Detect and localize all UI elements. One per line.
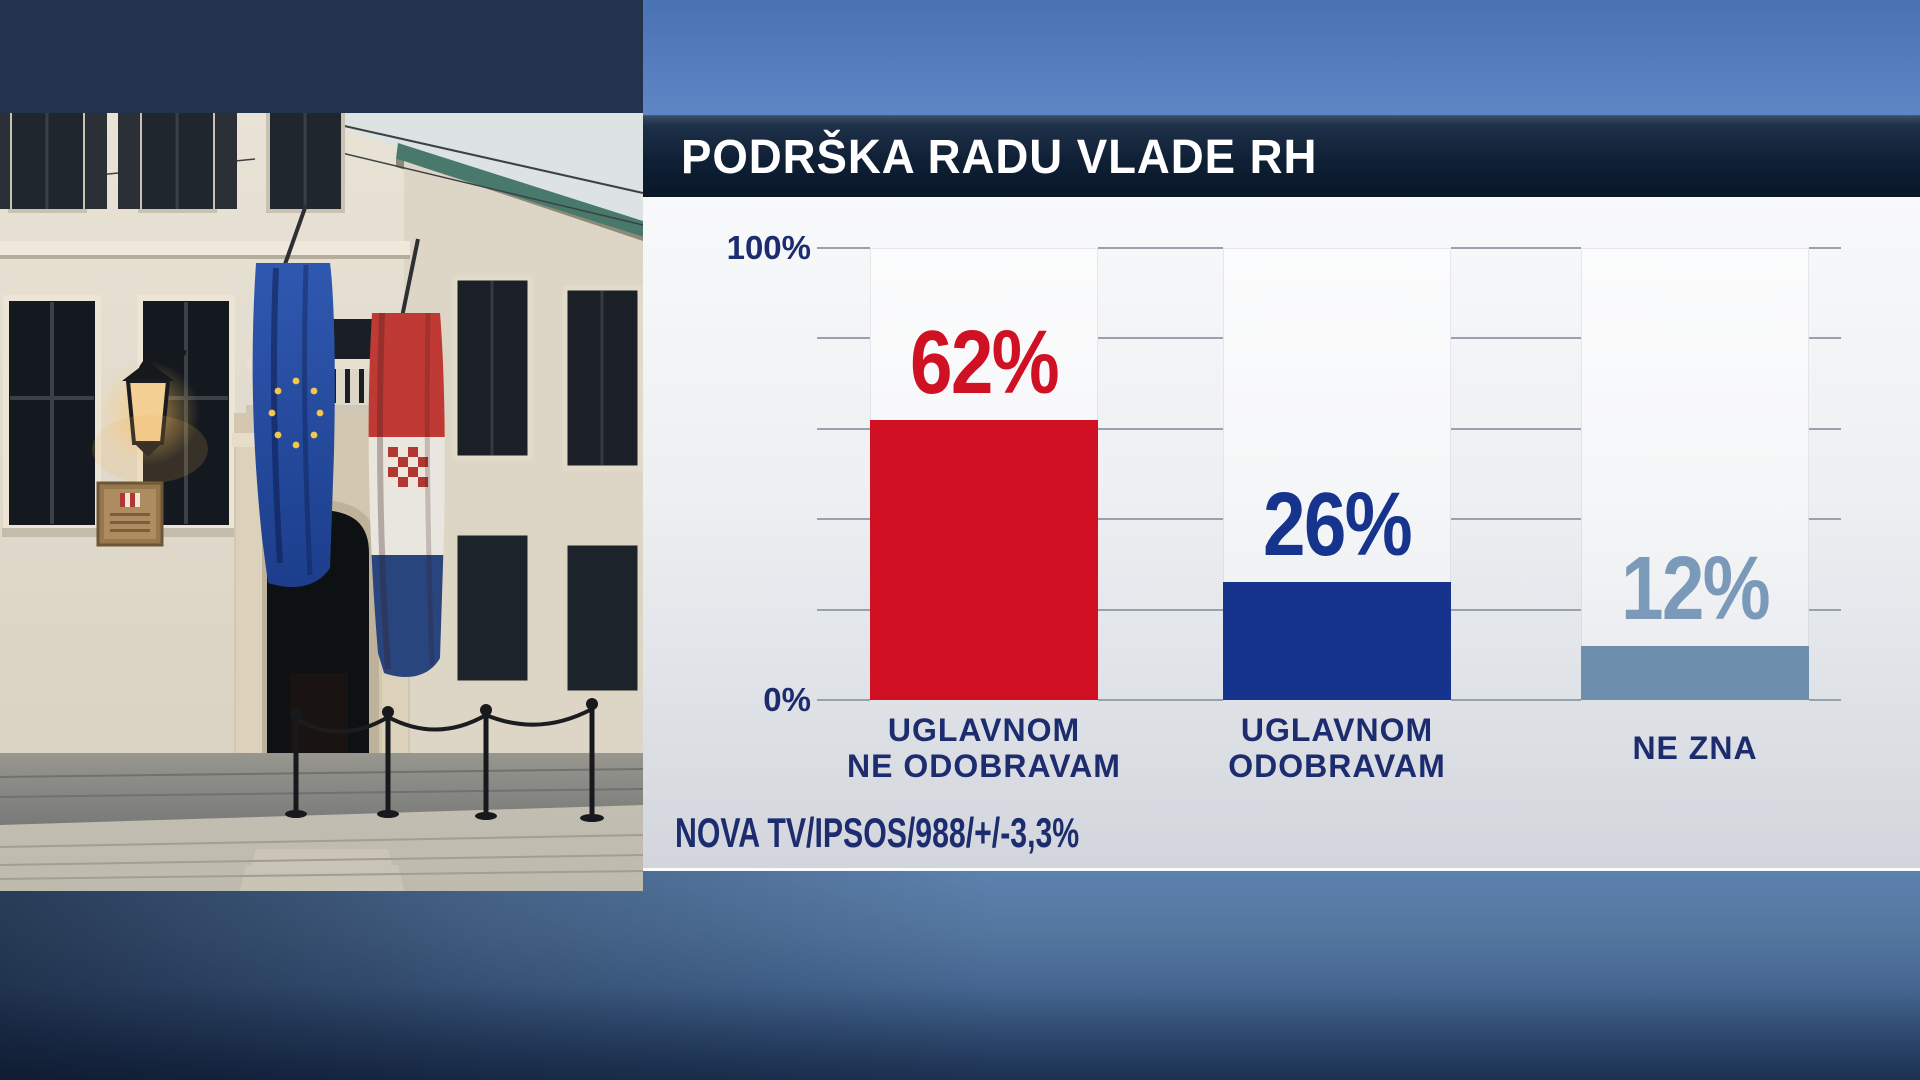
street-lamp: [92, 349, 208, 483]
bar-uglavnom-odobravam: [1223, 582, 1451, 700]
gridline: [817, 337, 870, 339]
gridline: [1451, 247, 1581, 249]
gridline: [1809, 699, 1841, 701]
source-text: NOVA TV/IPSOS/988/+/-3,3%: [675, 809, 1080, 856]
gridline: [1809, 337, 1841, 339]
category-label-ne-zna: NE ZNA: [1505, 712, 1885, 784]
croatian-checkerboard-crest: [388, 447, 428, 487]
y-axis-label-0: 0%: [763, 681, 811, 718]
government-plaque: [96, 481, 164, 547]
string-course: [0, 241, 410, 255]
gridline: [1809, 609, 1841, 611]
gridline: [1098, 428, 1223, 430]
gridline: [1451, 518, 1581, 520]
category-label-line: ODOBRAVAM: [1228, 748, 1446, 784]
bar-ne-zna: [1581, 646, 1809, 700]
gridline: [1098, 247, 1223, 249]
gridline: [817, 247, 870, 249]
bar-uglavnom-ne-odobravam: [870, 420, 1098, 700]
gridline: [1098, 518, 1223, 520]
page-title: PODRŠKA RADU VLADE RH: [681, 131, 1318, 184]
category-label-line: NE ODOBRAVAM: [847, 748, 1121, 784]
title-bar: PODRŠKA RADU VLADE RH: [643, 115, 1920, 197]
gridline: [1809, 518, 1841, 520]
main-windows: [2, 275, 643, 696]
gridline: [817, 699, 870, 701]
column-ne-zna: 12% NE ZNA: [1581, 248, 1809, 766]
y-axis-label-100: 100%: [726, 229, 811, 266]
gridline: [1451, 609, 1581, 611]
eu-stars: [268, 377, 324, 449]
upper-windows: [0, 113, 345, 213]
value-label-ne-zna: 12%: [1620, 539, 1771, 639]
top-left-navy-block: [0, 0, 643, 114]
gridline: [1451, 428, 1581, 430]
bottom-background-band: [0, 871, 1920, 1080]
bar-chart: 100% 0% 62% UGLAVNOM NE ODOBRAVAM 26% UGL…: [643, 197, 1920, 871]
gridline: [1098, 609, 1223, 611]
category-label-line: UGLAVNOM: [1240, 712, 1434, 748]
government-building-photo: [0, 113, 643, 891]
rope-barrier: [285, 698, 604, 822]
gridline: [817, 518, 870, 520]
croatian-flag: [368, 238, 445, 678]
stone-steps: [0, 805, 643, 891]
chart-panel: 100% 0% 62% UGLAVNOM NE ODOBRAVAM 26% UGL…: [643, 197, 1920, 871]
string-course-shadow: [0, 255, 410, 259]
category-label-line: NE ZNA: [1632, 730, 1758, 766]
column-uglavnom-ne-odobravam: 62% UGLAVNOM NE ODOBRAVAM: [847, 248, 1120, 784]
gridline: [817, 428, 870, 430]
gridline: [1809, 247, 1841, 249]
gridline: [1451, 699, 1581, 701]
gridline: [817, 609, 870, 611]
gridline: [1809, 428, 1841, 430]
government-building-illustration: [0, 113, 643, 891]
eu-flag: [252, 204, 335, 588]
green-cornice: [396, 143, 643, 237]
value-label-uglavnom-odobravam: 26%: [1262, 475, 1413, 575]
category-label-uglavnom-odobravam: UGLAVNOM ODOBRAVAM: [1147, 712, 1527, 784]
category-label-line: UGLAVNOM: [887, 712, 1081, 748]
gridline: [1451, 337, 1581, 339]
column-uglavnom-odobravam: 26% UGLAVNOM ODOBRAVAM: [1223, 248, 1451, 784]
gridline: [1098, 337, 1223, 339]
pavement: [0, 753, 643, 891]
value-label-uglavnom-ne-odobravam: 62%: [909, 313, 1060, 413]
gridline: [1098, 699, 1223, 701]
category-label-uglavnom-ne-odobravam: UGLAVNOM NE ODOBRAVAM: [794, 712, 1174, 784]
